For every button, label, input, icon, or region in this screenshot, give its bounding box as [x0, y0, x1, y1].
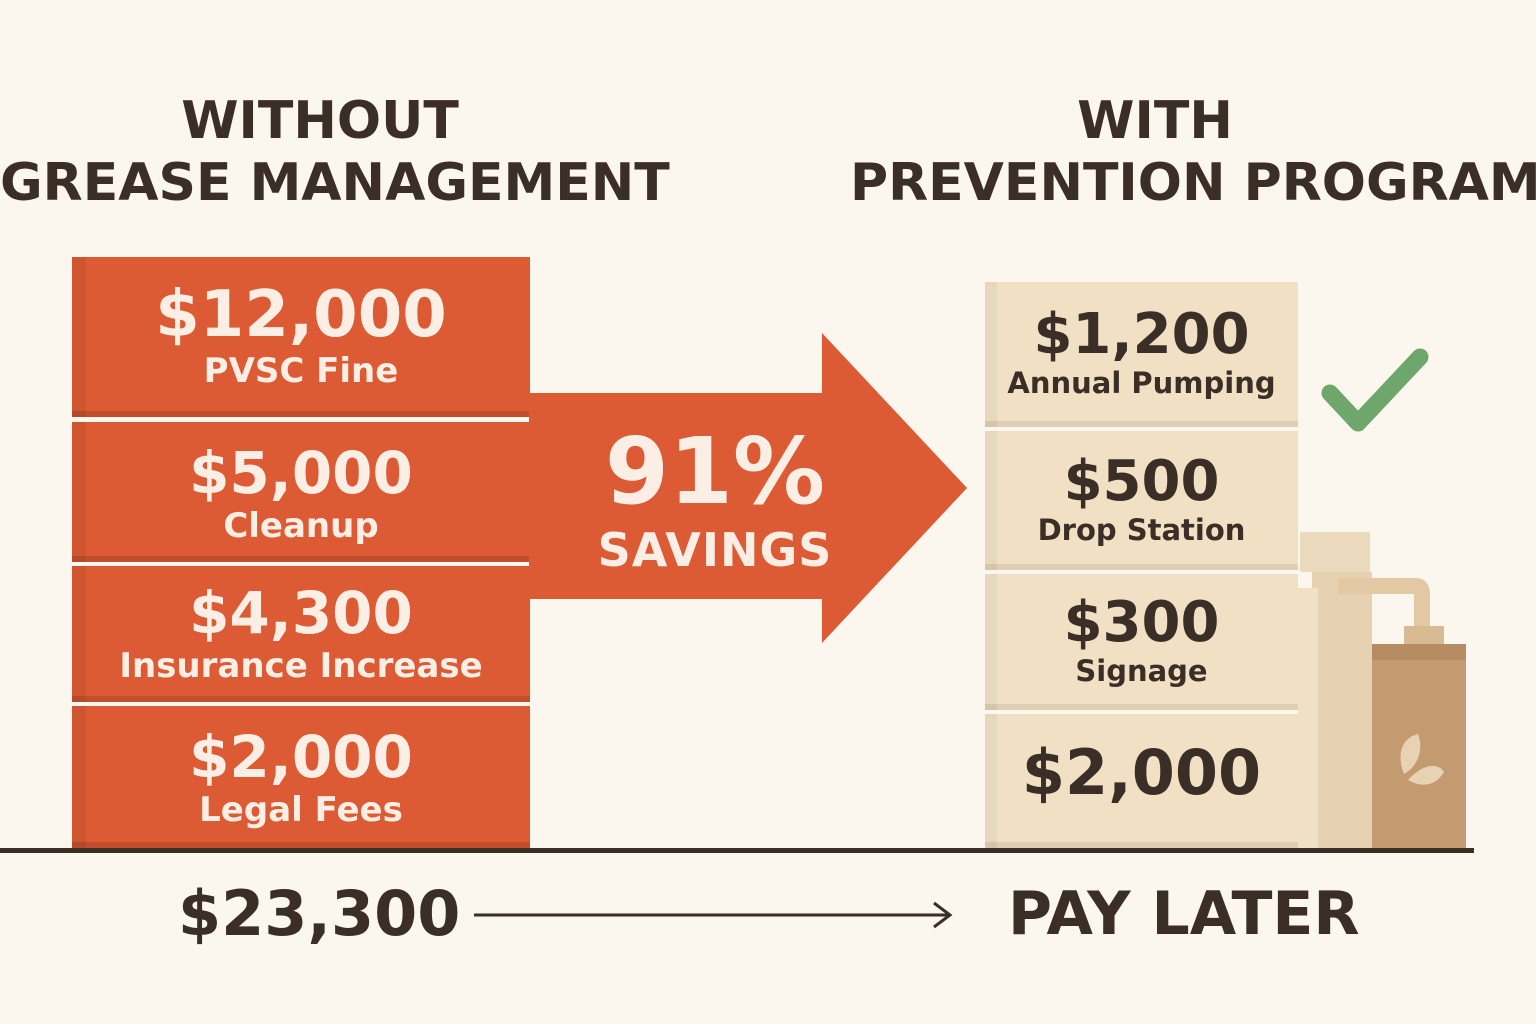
savings-percent: 91% [604, 418, 826, 525]
prevention-label: Annual Pumping [1007, 366, 1276, 400]
prevention-block-signage: $300 Signage [985, 574, 1298, 710]
grease-container-icon [1298, 532, 1466, 848]
prevention-label: Signage [1075, 654, 1208, 688]
cost-amount: $5,000 [189, 439, 413, 507]
cost-block-pvsc-fine: $12,000 PVSC Fine [72, 257, 530, 417]
prevention-label: Drop Station [1037, 513, 1246, 547]
right-heading: WITH PREVENTION PROGRAM [850, 90, 1536, 214]
ground-line [0, 848, 1474, 853]
prevention-block-drop-station: $500 Drop Station [985, 431, 1298, 570]
prevention-amount: $300 [1063, 590, 1220, 655]
left-heading: WITHOUT GREASE MANAGEMENT [0, 90, 670, 214]
prevention-amount: $2,000 [1021, 736, 1262, 809]
savings-callout: 91% SAVINGS [580, 418, 850, 577]
prevention-amount: $1,200 [1033, 302, 1250, 367]
checkmark-icon [1321, 348, 1429, 432]
cost-label: Legal Fees [199, 790, 403, 830]
right-heading-line2: PREVENTION PROGRAM [850, 153, 1536, 213]
cost-label: Insurance Increase [119, 646, 483, 686]
cost-block-insurance: $4,300 Insurance Increase [72, 566, 530, 702]
prevention-block-pumping: $1,200 Annual Pumping [985, 282, 1298, 427]
pay-later-label: PAY LATER [1008, 879, 1360, 949]
total-cost: $23,300 [178, 877, 461, 950]
prevention-block-extra: $2,000 [985, 714, 1298, 848]
comparison-arrow [474, 901, 953, 929]
savings-label: SAVINGS [597, 523, 833, 577]
cost-label: Cleanup [223, 506, 379, 546]
leaf-icon [1400, 734, 1444, 785]
cost-amount: $4,300 [189, 579, 413, 647]
cost-amount: $2,000 [189, 723, 413, 791]
cost-amount: $12,000 [155, 278, 447, 352]
right-heading-line1: WITH [1077, 91, 1233, 151]
left-heading-line1: WITHOUT [181, 91, 459, 151]
savings-arrow [529, 333, 967, 643]
left-heading-line2: GREASE MANAGEMENT [0, 153, 670, 213]
cost-label: PVSC Fine [203, 351, 399, 391]
prevention-amount: $500 [1063, 449, 1220, 514]
cost-block-legal: $2,000 Legal Fees [72, 706, 530, 848]
cost-block-cleanup: $5,000 Cleanup [72, 422, 530, 562]
